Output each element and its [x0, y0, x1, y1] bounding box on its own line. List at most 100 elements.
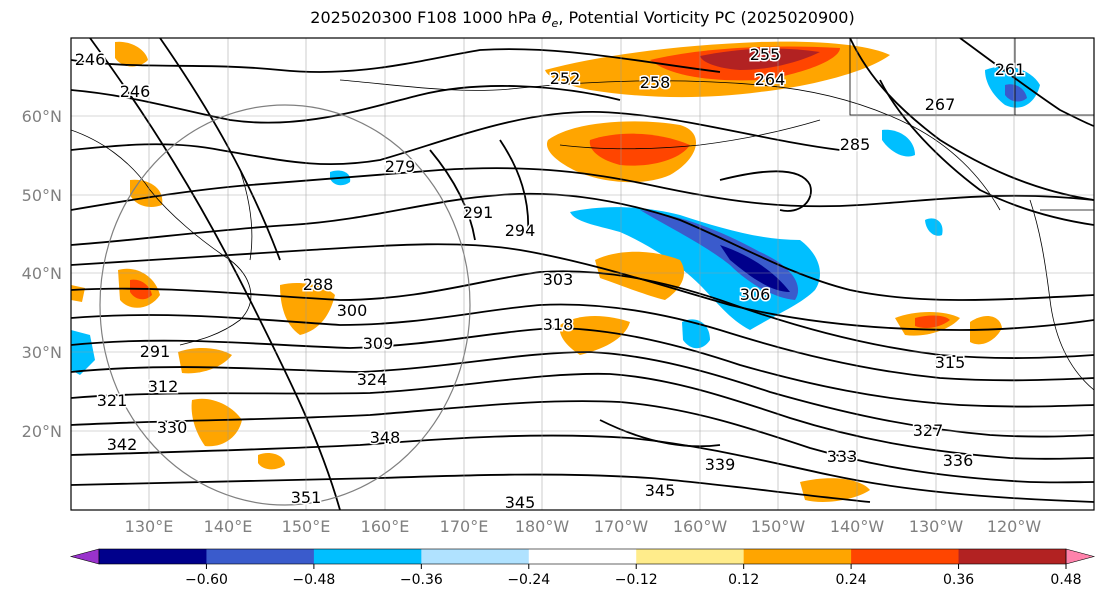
contour-label: 333: [827, 447, 858, 466]
colorbar-extend-max: [1065, 548, 1096, 565]
contour-label: 258: [640, 73, 671, 92]
colorbar-segment: [99, 549, 207, 564]
contour-label: 309: [363, 334, 394, 353]
lon-label: 170°E: [440, 517, 489, 536]
map-background: [71, 38, 1094, 510]
pv-negative-region: [925, 218, 943, 236]
pv-negative-region: [570, 207, 820, 330]
map-frame: [70, 37, 1095, 511]
pv-negative-region: [720, 245, 790, 292]
pv-negative-region: [882, 129, 915, 157]
pv-positive-region: [130, 179, 163, 207]
lat-label: 40°N: [22, 264, 62, 283]
lon-label: 140°W: [830, 517, 885, 536]
theta-e-contours: [71, 38, 1094, 510]
colorbar-segment: [851, 549, 960, 564]
contour-label: 336: [943, 451, 974, 470]
colorbar: −0.60 −0.48 −0.36 −0.24 −0.12 0.12 0.24 0.36 0.4…: [69, 548, 1096, 588]
colorbar-segment: [636, 549, 745, 564]
lat-label: 20°N: [22, 422, 62, 441]
lat-label: 30°N: [22, 343, 62, 362]
pv-negative-region: [682, 319, 710, 349]
contour-label: 264: [755, 70, 786, 89]
contour-label: 279: [385, 157, 416, 176]
lon-label: 140°E: [204, 517, 253, 536]
contour-label: 255: [750, 45, 781, 64]
contour-label: 303: [543, 270, 574, 289]
colorbar-tick-label: −0.24: [507, 572, 550, 588]
colorbar-tick-label: −0.36: [400, 572, 443, 588]
lat-label: 50°N: [22, 186, 62, 205]
latitude-axis: 60°N 50°N 40°N 30°N 20°N: [22, 107, 62, 441]
lon-label: 120°W: [987, 517, 1042, 536]
pv-negative-region: [1005, 84, 1027, 102]
coastlines: [71, 38, 1094, 391]
gridlines: [71, 38, 1094, 510]
colorbar-extend-min: [69, 548, 100, 565]
contour-label: 348: [370, 428, 401, 447]
contour-label: 324: [357, 370, 388, 389]
pv-positive-region: [700, 48, 820, 70]
contour-label: 321: [97, 391, 128, 410]
pv-shading: [71, 41, 1040, 502]
contour-label: 330: [157, 418, 188, 437]
contour-label: 300: [337, 301, 368, 320]
pv-positive-region: [559, 316, 630, 355]
contour-label: 312: [148, 377, 179, 396]
contour-label: 288: [303, 275, 334, 294]
colorbar-segment: [313, 549, 422, 564]
colorbar-frame: [98, 548, 1067, 565]
lon-label: 160°W: [673, 517, 728, 536]
colorbar-segment: [528, 549, 637, 564]
contour-label: 285: [840, 135, 871, 154]
colorbar-segment: [421, 549, 530, 564]
colorbar-tick-label: −0.48: [292, 572, 335, 588]
contour-label: 291: [140, 342, 171, 361]
pv-positive-region: [589, 133, 690, 166]
colorbar-tick-label: 0.36: [943, 572, 974, 588]
colorbar-segment: [958, 549, 1067, 564]
contour-label: 345: [645, 481, 676, 500]
pv-positive-region: [595, 251, 685, 300]
lat-label: 60°N: [22, 107, 62, 126]
colorbar-tick-label: 0.12: [728, 572, 759, 588]
contour-label: 261: [995, 60, 1026, 79]
contour-label: 294: [505, 221, 536, 240]
pv-positive-region: [258, 453, 285, 470]
contour-label: 246: [75, 50, 106, 69]
lon-label: 180°W: [515, 517, 570, 536]
contour-label: 315: [935, 353, 966, 372]
ensemble-region-outline: [99, 104, 471, 506]
pv-positive-region: [115, 41, 148, 67]
colorbar-tick-label: −0.60: [185, 572, 228, 588]
contour-label: 339: [705, 455, 736, 474]
longitude-axis: 130°E 140°E 150°E 160°E 170°E 180°W 170°…: [125, 517, 1042, 536]
contour-label: 342: [107, 435, 138, 454]
lon-label: 170°W: [594, 517, 649, 536]
colorbar-tick-label: 0.48: [1050, 572, 1081, 588]
colorbar-tick-label: −0.12: [615, 572, 658, 588]
lon-label: 160°E: [361, 517, 410, 536]
lon-label: 130°E: [125, 517, 174, 536]
pv-negative-region: [71, 330, 95, 375]
colorbar-segment: [206, 549, 315, 564]
contour-label: 306: [740, 285, 771, 304]
contour-label: 291: [463, 203, 494, 222]
colorbar-segment: [743, 549, 852, 564]
lon-label: 150°E: [282, 517, 331, 536]
contour-label: 327: [913, 421, 944, 440]
contour-label: 318: [543, 315, 574, 334]
map-title: 2025020300 F108 1000 hPa θe, Potential V…: [310, 8, 855, 31]
lon-label: 130°W: [909, 517, 964, 536]
contour-labels: 246 246 252 258 255 264 261 267 285 279 291 294 303 3…: [73, 44, 1027, 512]
colorbar-tick-label: 0.24: [836, 572, 867, 588]
contour-label: 246: [120, 82, 151, 101]
contour-label: 267: [925, 95, 956, 114]
pv-positive-region: [191, 398, 242, 447]
contour-label: 351: [291, 488, 322, 507]
contour-label: 345: [505, 493, 536, 512]
pv-positive-region: [915, 315, 950, 328]
contour-label: 252: [550, 69, 581, 88]
lon-label: 150°W: [751, 517, 806, 536]
